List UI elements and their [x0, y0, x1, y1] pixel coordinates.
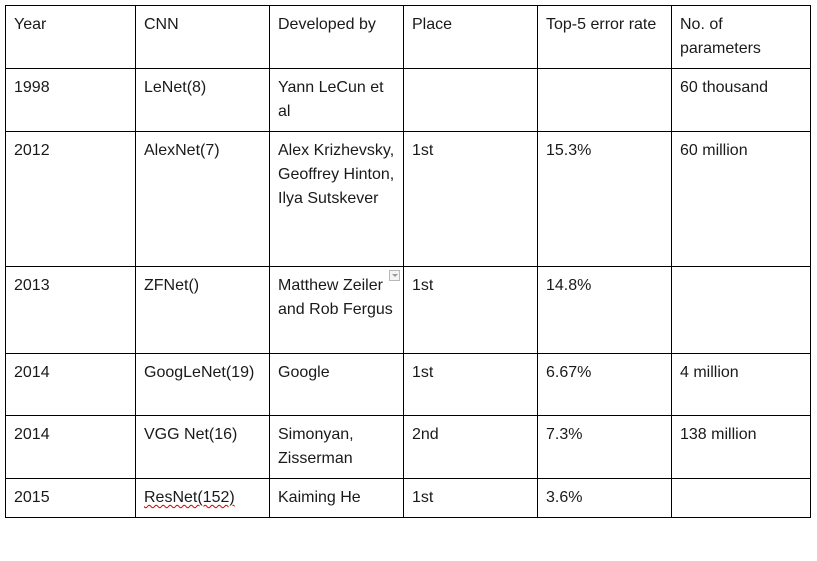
cell-place[interactable]: 1st [403, 266, 538, 354]
spellcheck-flagged-text: ResNet(152) [144, 489, 235, 506]
cell-year[interactable]: 2014 [5, 415, 136, 479]
table-row: 2012 AlexNet(7) Alex Krizhevsky, Geoffre… [5, 131, 811, 267]
cell-developed-by[interactable]: Google [269, 353, 404, 416]
table-row: 2013 ZFNet() Matthew Zeiler and Rob Ferg… [5, 266, 811, 354]
cell-top5-error-rate[interactable]: 15.3% [537, 131, 672, 267]
cell-developed-by[interactable]: Yann LeCun et al [269, 68, 404, 132]
cell-parameters[interactable]: 138 million [671, 415, 811, 479]
cell-cnn[interactable]: GoogLeNet(19) [135, 353, 270, 416]
cell-cnn[interactable]: AlexNet(7) [135, 131, 270, 267]
cell-developed-by[interactable]: Simonyan, Zisserman [269, 415, 404, 479]
cell-developed-by[interactable]: Matthew Zeiler and Rob Fergus [269, 266, 404, 354]
cell-cnn[interactable]: ResNet(152) [135, 478, 270, 518]
cell-parameters[interactable]: 60 million [671, 131, 811, 267]
cell-cnn[interactable]: ZFNet() [135, 266, 270, 354]
cell-parameters[interactable] [671, 266, 811, 354]
cell-developed-by-text: Matthew Zeiler and Rob Fergus [278, 277, 393, 318]
table-row: 2014 GoogLeNet(19) Google 1st 6.67% 4 mi… [5, 353, 811, 416]
table-row: 2014 VGG Net(16) Simonyan, Zisserman 2nd… [5, 415, 811, 479]
cell-place[interactable]: 1st [403, 353, 538, 416]
cell-cnn[interactable]: VGG Net(16) [135, 415, 270, 479]
cell-parameters[interactable]: 4 million [671, 353, 811, 416]
cell-year[interactable]: 2014 [5, 353, 136, 416]
header-year[interactable]: Year [5, 5, 136, 69]
header-parameters[interactable]: No. of parameters [671, 5, 811, 69]
header-developed-by[interactable]: Developed by [269, 5, 404, 69]
cell-top5-error-rate[interactable]: 7.3% [537, 415, 672, 479]
table-row: 1998 LeNet(8) Yann LeCun et al 60 thousa… [5, 68, 811, 132]
cell-place[interactable]: 1st [403, 478, 538, 518]
cell-cnn[interactable]: LeNet(8) [135, 68, 270, 132]
cell-top5-error-rate[interactable]: 6.67% [537, 353, 672, 416]
cell-year[interactable]: 1998 [5, 68, 136, 132]
header-cnn[interactable]: CNN [135, 5, 270, 69]
cell-top5-error-rate[interactable] [537, 68, 672, 132]
header-top5-error-rate[interactable]: Top-5 error rate [537, 5, 672, 69]
cell-place[interactable]: 1st [403, 131, 538, 267]
cell-parameters[interactable]: 60 thousand [671, 68, 811, 132]
cell-parameters[interactable] [671, 478, 811, 518]
cell-top5-error-rate[interactable]: 14.8% [537, 266, 672, 354]
table-header-row: Year CNN Developed by Place Top-5 error … [5, 5, 811, 69]
cell-year[interactable]: 2013 [5, 266, 136, 354]
cell-top5-error-rate[interactable]: 3.6% [537, 478, 672, 518]
cnn-comparison-table: Year CNN Developed by Place Top-5 error … [5, 5, 811, 518]
cell-place[interactable] [403, 68, 538, 132]
cell-year[interactable]: 2015 [5, 478, 136, 518]
chevron-down-icon[interactable] [389, 270, 400, 281]
cell-developed-by[interactable]: Kaiming He [269, 478, 404, 518]
header-place[interactable]: Place [403, 5, 538, 69]
cell-developed-by[interactable]: Alex Krizhevsky, Geoffrey Hinton, Ilya S… [269, 131, 404, 267]
cell-place[interactable]: 2nd [403, 415, 538, 479]
table-row: 2015 ResNet(152) Kaiming He 1st 3.6% [5, 478, 811, 518]
cell-year[interactable]: 2012 [5, 131, 136, 267]
